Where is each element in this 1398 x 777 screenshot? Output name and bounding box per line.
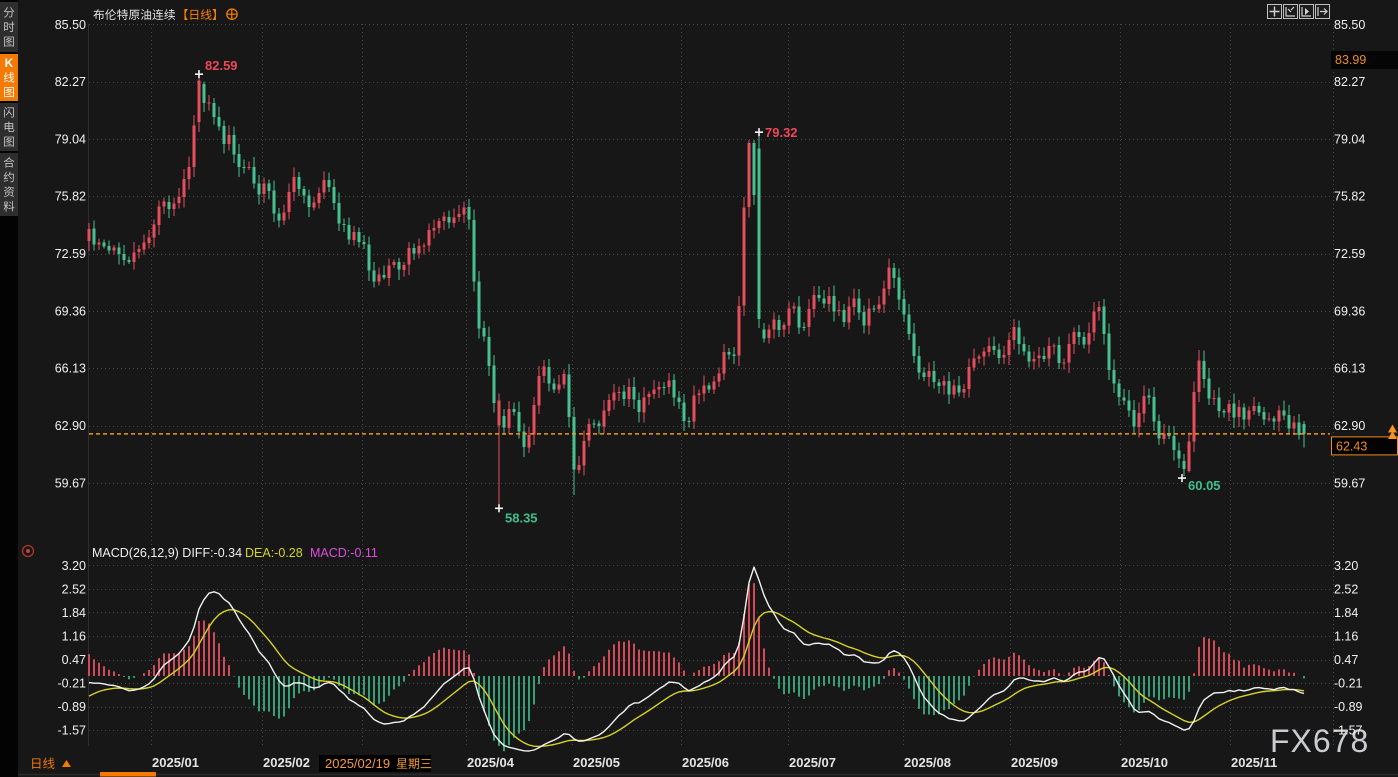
svg-text:DEA:-0.28: DEA:-0.28	[245, 546, 303, 560]
svg-text:62.90: 62.90	[55, 419, 86, 433]
svg-text:2025/02/19: 2025/02/19	[325, 756, 390, 771]
svg-text:1.84: 1.84	[1334, 606, 1358, 620]
svg-text:79.32: 79.32	[765, 125, 798, 140]
svg-text:66.13: 66.13	[55, 362, 86, 376]
svg-text:3.20: 3.20	[62, 559, 86, 573]
svg-text:58.35: 58.35	[505, 510, 538, 525]
svg-text:82.59: 82.59	[205, 58, 238, 73]
svg-text:69.36: 69.36	[1334, 304, 1365, 318]
svg-text:2025/11: 2025/11	[1231, 755, 1277, 770]
svg-text:2025/04: 2025/04	[467, 755, 515, 770]
svg-text:1.16: 1.16	[62, 629, 86, 643]
svg-text:72.59: 72.59	[55, 247, 86, 261]
svg-text:2025/07: 2025/07	[789, 755, 836, 770]
svg-text:2025/01: 2025/01	[152, 755, 199, 770]
svg-text:75.82: 75.82	[55, 190, 86, 204]
svg-text:-0.21: -0.21	[1334, 677, 1363, 691]
svg-text:72.59: 72.59	[1334, 247, 1365, 261]
svg-text:82.27: 82.27	[1334, 75, 1365, 89]
svg-text:2.52: 2.52	[62, 582, 86, 596]
svg-text:2025/10: 2025/10	[1121, 755, 1168, 770]
svg-text:85.50: 85.50	[55, 18, 86, 32]
svg-text:59.67: 59.67	[55, 476, 86, 490]
svg-text:2025/02: 2025/02	[263, 755, 310, 770]
svg-text:2025/06: 2025/06	[682, 755, 729, 770]
svg-text:-1.57: -1.57	[1334, 724, 1363, 738]
svg-text:59.67: 59.67	[1334, 476, 1365, 490]
svg-text:75.82: 75.82	[1334, 190, 1365, 204]
svg-text:0.47: 0.47	[62, 653, 86, 667]
svg-text:1.16: 1.16	[1334, 629, 1358, 643]
svg-text:-1.57: -1.57	[58, 724, 87, 738]
svg-text:-0.21: -0.21	[58, 677, 87, 691]
svg-text:2.52: 2.52	[1334, 582, 1358, 596]
svg-text:66.13: 66.13	[1334, 362, 1365, 376]
svg-text:MACD:-0.11: MACD:-0.11	[310, 546, 378, 560]
svg-text:MACD(26,12,9) DIFF:-0.34: MACD(26,12,9) DIFF:-0.34	[92, 546, 242, 560]
svg-text:FX678: FX678	[1270, 723, 1369, 759]
svg-text:K: K	[5, 56, 14, 70]
svg-text:79.04: 79.04	[55, 133, 86, 147]
svg-text:79.04: 79.04	[1334, 133, 1365, 147]
svg-text:1.84: 1.84	[62, 606, 86, 620]
svg-text:3.20: 3.20	[1334, 559, 1358, 573]
svg-text:2025/05: 2025/05	[573, 755, 620, 770]
svg-text:2025/09: 2025/09	[1011, 755, 1058, 770]
svg-text:60.05: 60.05	[1188, 478, 1221, 493]
svg-text:69.36: 69.36	[55, 304, 86, 318]
svg-text:2025/08: 2025/08	[904, 755, 951, 770]
svg-text:85.50: 85.50	[1334, 18, 1365, 32]
svg-text:83.99: 83.99	[1335, 53, 1366, 67]
svg-text:-0.89: -0.89	[58, 700, 87, 714]
svg-text:82.27: 82.27	[55, 75, 86, 89]
svg-text:62.43: 62.43	[1336, 439, 1367, 453]
svg-text:-0.89: -0.89	[1334, 700, 1363, 714]
svg-text:0.47: 0.47	[1334, 653, 1358, 667]
svg-text:62.90: 62.90	[1334, 419, 1365, 433]
